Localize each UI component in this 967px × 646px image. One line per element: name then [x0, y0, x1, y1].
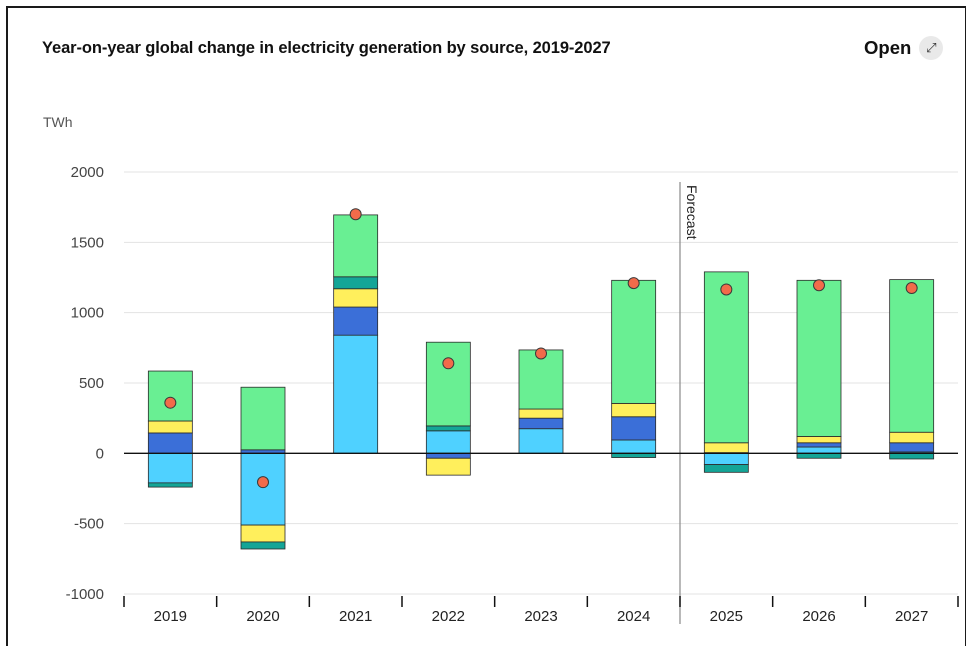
total-point — [720, 283, 733, 296]
total-point — [349, 208, 362, 221]
chart-title: Year-on-year global change in electricit… — [42, 39, 611, 57]
y-tick-label: 2000 — [71, 164, 104, 181]
bar-segment-s1 — [147, 452, 193, 484]
bar-segment-s1 — [518, 428, 564, 454]
bar-segment-s2 — [889, 442, 935, 453]
bar-segment-s3 — [611, 402, 657, 418]
bar-segment-s1 — [240, 452, 286, 526]
total-point — [535, 347, 547, 360]
bar-segment-s5 — [796, 279, 842, 437]
bar-segment-s2 — [518, 417, 564, 430]
expand-icon: ⤢ — [919, 36, 944, 60]
y-axis-unit: TWh — [43, 114, 73, 130]
x-tick-label: 2025 — [710, 608, 743, 625]
bar-segment-s3 — [333, 288, 379, 308]
open-button[interactable]: Open ⤢ — [864, 36, 944, 60]
total-point — [442, 357, 455, 370]
bar-segment-s2 — [425, 452, 471, 459]
bar-segment-s3 — [703, 442, 749, 454]
x-tick-label: 2024 — [617, 608, 650, 625]
bar-segment-s4 — [240, 541, 286, 550]
total-point — [164, 396, 177, 409]
y-tick-label: 0 — [96, 445, 104, 462]
total-point — [905, 282, 918, 295]
bar-segment-s4 — [796, 452, 842, 459]
bar-segment-s5 — [518, 349, 564, 410]
bar-segment-s3 — [889, 431, 935, 444]
bar-segment-s5 — [333, 214, 379, 278]
bar-segment-s4 — [889, 452, 935, 460]
bar-segment-s3 — [518, 408, 564, 419]
bar-segment-s5 — [889, 279, 935, 433]
bar-segment-s3 — [147, 420, 193, 434]
open-label: Open — [864, 37, 912, 58]
bar-segment-s2 — [333, 306, 379, 336]
bar-segment-s5 — [425, 341, 471, 427]
x-tick-label: 2020 — [246, 608, 279, 625]
bar-segment-s5 — [240, 386, 286, 451]
total-point — [257, 476, 269, 489]
total-point — [627, 277, 640, 290]
bar-segment-s5 — [611, 279, 657, 404]
y-tick-label: -1000 — [66, 586, 104, 603]
bar-segment-s2 — [796, 442, 842, 448]
bar-segment-s3 — [240, 524, 286, 543]
bar-segment-s1 — [333, 334, 379, 454]
bar-segment-s4 — [425, 425, 471, 432]
bar-segment-s5 — [147, 370, 193, 422]
bar-segment-s1 — [611, 439, 657, 454]
bar-segment-s4 — [333, 276, 379, 290]
bar-segment-s4 — [147, 482, 193, 488]
forecast-label: Forecast — [684, 185, 700, 240]
bar-segment-s2 — [147, 432, 193, 454]
bar-segment-s1 — [796, 446, 842, 454]
bar-segment-s1 — [703, 452, 749, 465]
y-tick-label: 1500 — [71, 234, 104, 251]
bar-segment-s1 — [425, 430, 471, 454]
bar-segment-s3 — [425, 457, 471, 476]
x-tick-label: 2021 — [339, 608, 372, 625]
bar-segment-s4 — [703, 464, 749, 473]
x-tick-label: 2026 — [802, 608, 835, 625]
x-tick-label: 2027 — [895, 608, 928, 625]
total-point — [813, 279, 825, 292]
x-tick-label: 2019 — [154, 608, 187, 625]
x-tick-label: 2022 — [432, 608, 465, 625]
x-tick-label: 2023 — [524, 608, 557, 625]
bar-segment-s2 — [611, 416, 657, 441]
bar-segment-s3 — [796, 436, 842, 444]
y-tick-label: 1000 — [71, 305, 104, 322]
y-tick-label: 500 — [79, 375, 104, 392]
y-tick-label: -500 — [74, 516, 104, 533]
bar-segment-s5 — [703, 271, 749, 444]
